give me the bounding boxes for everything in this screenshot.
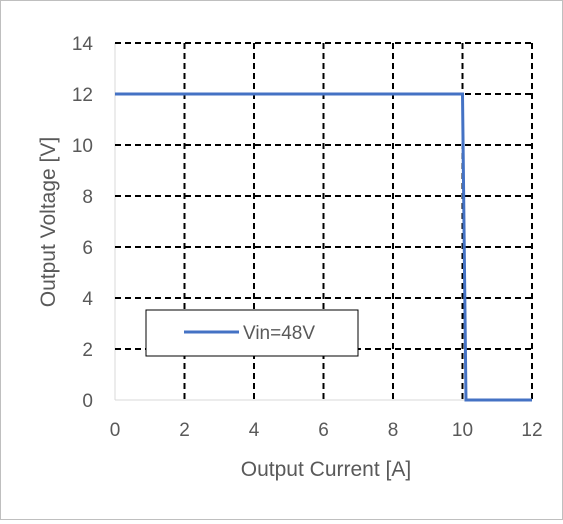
y-tick-label: 2 [82, 340, 93, 361]
y-tick-label: 0 [82, 391, 93, 412]
x-axis-label: Output Current [A] [241, 458, 411, 481]
x-tick-label: 8 [388, 420, 399, 441]
x-tick-label: 2 [179, 420, 190, 441]
grid-lines [114, 42, 533, 401]
x-tick-label: 4 [249, 420, 260, 441]
y-tick-label: 4 [82, 289, 93, 310]
y-tick-label: 14 [72, 34, 94, 55]
x-tick-label: 0 [110, 420, 121, 441]
y-axis-ticks: 0 2 4 6 8 10 12 14 [72, 34, 94, 412]
legend: Vin=48V [145, 309, 359, 357]
x-tick-label: 10 [452, 420, 473, 441]
legend-series-label: Vin=48V [243, 323, 315, 344]
x-axis-ticks: 0 2 4 6 8 10 12 [110, 420, 543, 441]
x-tick-label: 6 [318, 420, 329, 441]
y-tick-label: 10 [72, 136, 93, 157]
x-tick-label: 12 [521, 420, 542, 441]
legend-box [145, 309, 359, 357]
y-axis-label: Output Voltage [V] [37, 137, 60, 307]
y-tick-label: 8 [82, 187, 93, 208]
series-line [115, 92, 532, 402]
series-layer [115, 92, 532, 402]
y-tick-label: 6 [82, 238, 93, 259]
y-tick-label: 12 [72, 85, 93, 106]
